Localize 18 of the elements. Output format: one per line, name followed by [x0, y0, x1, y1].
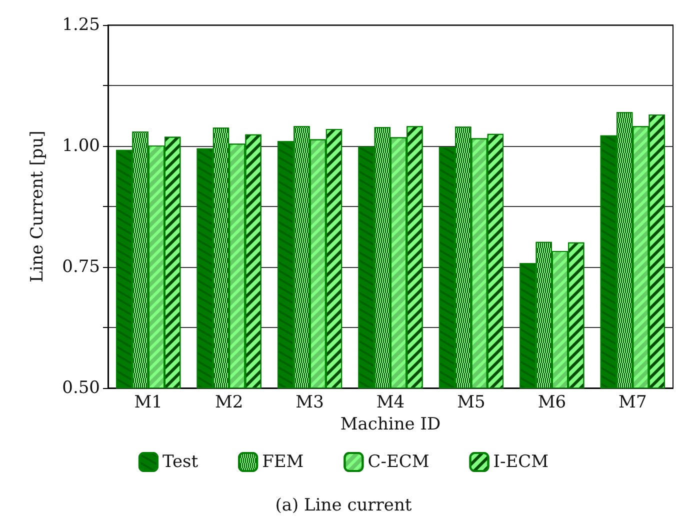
text: (a) Line current	[275, 496, 412, 516]
y-tick-label: 1.00	[62, 136, 100, 156]
x-tick-label: M1	[134, 392, 162, 412]
y-tick-label: 1.25	[62, 15, 100, 35]
y-tick-label: 0.50	[62, 378, 100, 398]
x-tick-label: M5	[457, 392, 486, 412]
x-tick-label: M4	[376, 392, 405, 412]
legend-label: I-ECM	[493, 452, 549, 472]
x-tick-label: M3	[296, 392, 324, 412]
legend-label: Test	[162, 452, 198, 472]
legend-label: C-ECM	[368, 452, 430, 472]
x-tick-label: M7	[618, 392, 647, 412]
x-tick-label: M2	[214, 392, 244, 412]
y-axis-title: Line Current [pu]	[28, 130, 48, 282]
x-axis-title: Machine ID	[340, 414, 441, 434]
legend-label: FEM	[262, 452, 304, 472]
y-tick-label: 0.75	[62, 257, 100, 277]
x-tick-label: M6	[538, 392, 566, 412]
